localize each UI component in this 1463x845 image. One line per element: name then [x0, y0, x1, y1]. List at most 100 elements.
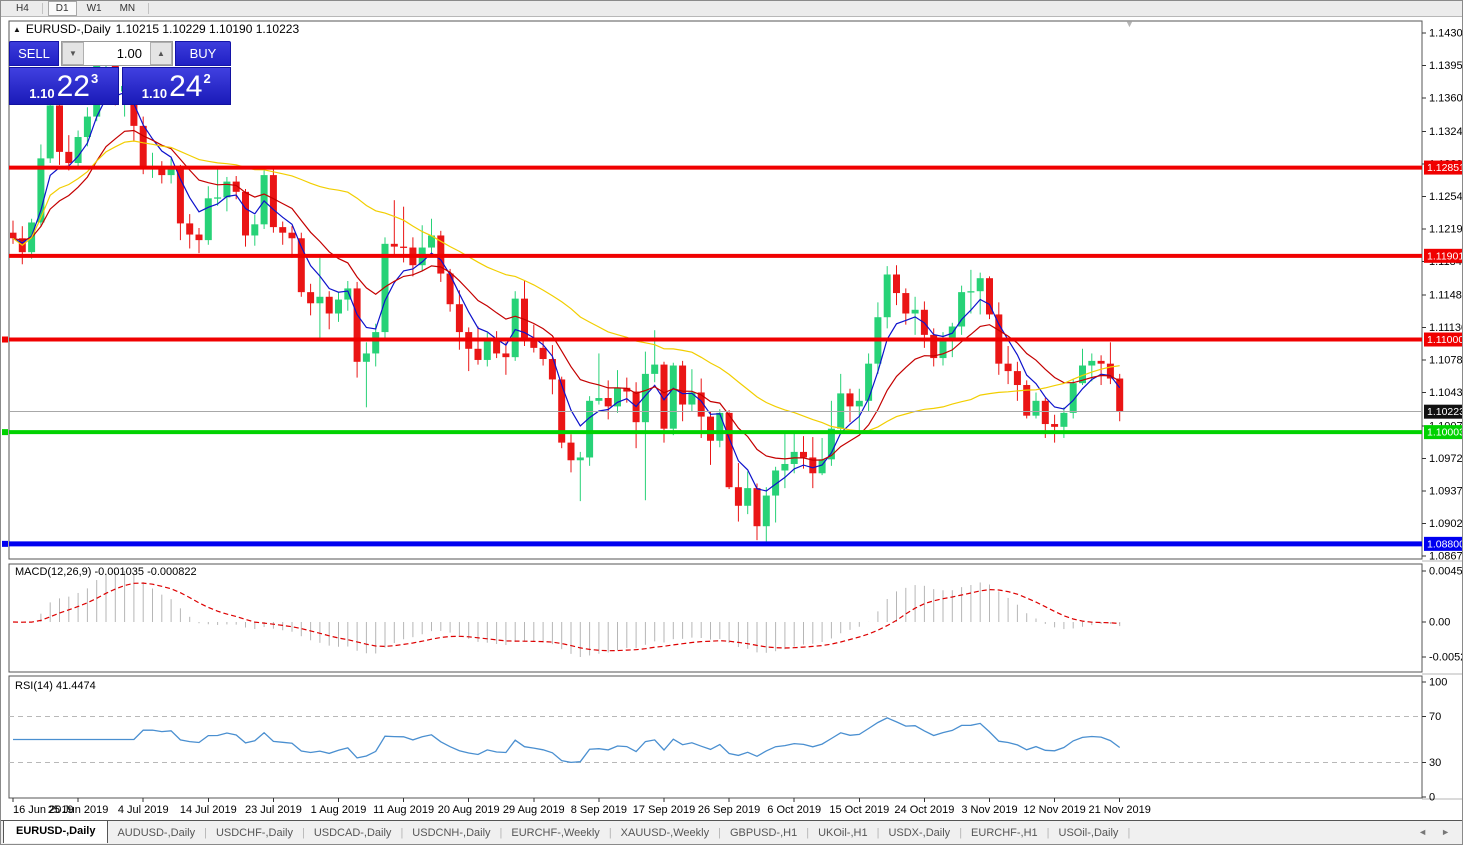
svg-text:12 Nov 2019: 12 Nov 2019	[1023, 804, 1085, 816]
ma-line-fast	[12, 91, 1121, 492]
svg-text:24 Oct 2019: 24 Oct 2019	[894, 804, 954, 816]
buy-price-big: 24	[169, 70, 203, 103]
sell-button[interactable]: SELL	[9, 41, 59, 66]
price-axis: 1.143001.139501.136001.132401.128901.125…	[1422, 27, 1463, 562]
hline-objects	[2, 165, 1422, 547]
svg-text:1.13950: 1.13950	[1429, 60, 1463, 72]
toolbar-separator	[41, 3, 43, 14]
svg-text:21 Nov 2019: 21 Nov 2019	[1089, 804, 1151, 816]
timeframe-button-w1[interactable]: W1	[86, 3, 102, 14]
macd-layer	[12, 571, 1121, 657]
volume-increase-icon[interactable]: ▲	[150, 42, 172, 65]
hline-anchor[interactable]	[2, 336, 8, 343]
tab-scroll-right-icon[interactable]: ►	[1441, 827, 1450, 837]
sell-quote[interactable]: 1.10 22 3	[9, 67, 119, 105]
sell-price-prefix: 1.10	[29, 86, 55, 101]
symbol-tab-audusd-daily[interactable]: AUDUSD-,Daily	[117, 826, 196, 839]
svg-text:1.14300: 1.14300	[1429, 27, 1463, 39]
ma-line-medium	[12, 129, 1120, 461]
symbol-tab-usdchf-daily[interactable]: USDCHF-,Daily	[215, 826, 293, 839]
sell-price-big: 22	[56, 70, 90, 103]
svg-text:3 Nov 2019: 3 Nov 2019	[961, 804, 1017, 816]
svg-text:6 Oct 2019: 6 Oct 2019	[767, 804, 821, 816]
pane-border	[8, 675, 1423, 799]
symbol-tab-gbpusd-h1[interactable]: GBPUSD-,H1	[729, 826, 798, 839]
svg-text:4 Jul 2019: 4 Jul 2019	[118, 804, 169, 816]
rsi-axis: 100 70 30 0	[1422, 677, 1447, 804]
svg-text:8 Sep 2019: 8 Sep 2019	[571, 804, 627, 816]
svg-text:15 Oct 2019: 15 Oct 2019	[829, 804, 889, 816]
timeframe-button-mn[interactable]: MN	[119, 3, 136, 14]
svg-text:70: 70	[1429, 711, 1441, 723]
tab-separator: |	[204, 826, 207, 839]
toolbar-separator	[148, 3, 150, 14]
volume-decrease-icon[interactable]: ▼	[62, 42, 84, 65]
svg-text:1.12540: 1.12540	[1429, 191, 1463, 203]
svg-text:23 Jul 2019: 23 Jul 2019	[245, 804, 302, 816]
tab-separator: |	[301, 826, 305, 839]
tab-separator: |	[806, 826, 810, 839]
svg-text:30: 30	[1429, 757, 1441, 769]
chart-shift-marker-icon[interactable]: ▼	[1125, 19, 1134, 29]
symbol-tab-eurchf-weekly[interactable]: EURCHF-,Weekly	[511, 826, 600, 839]
svg-text:14 Jul 2019: 14 Jul 2019	[180, 804, 237, 816]
symbol-tab-usoil-daily[interactable]: USOil-,Daily	[1058, 826, 1119, 839]
price-tag-1.11901: 1.11901	[1424, 248, 1462, 263]
svg-text:1 Aug 2019: 1 Aug 2019	[311, 804, 367, 816]
collapse-panel-icon[interactable]: ▲	[13, 24, 21, 34]
svg-text:1.12190: 1.12190	[1429, 223, 1463, 235]
symbol-tab-eurusd-daily[interactable]: EURUSD-,Daily	[3, 820, 109, 843]
symbol-tab-usdcnh-daily[interactable]: USDCNH-,Daily	[412, 826, 491, 839]
svg-text:1.11000: 1.11000	[1427, 334, 1463, 346]
svg-text:11 Aug 2019: 11 Aug 2019	[373, 804, 434, 816]
svg-text:1.13240: 1.13240	[1429, 126, 1463, 138]
svg-text:0: 0	[1429, 792, 1435, 804]
tab-separator: |	[1046, 826, 1050, 839]
chart-title: ▲ EURUSD-,Daily 1.10215 1.10229 1.10190 …	[13, 22, 299, 36]
svg-text:1.12851: 1.12851	[1427, 162, 1463, 174]
symbol-tab-xauusd-weekly[interactable]: XAUUSD-,Weekly	[620, 826, 710, 839]
svg-text:1.11130: 1.11130	[1429, 322, 1463, 334]
svg-text:25 Jun 2019: 25 Jun 2019	[48, 804, 109, 816]
tab-separator: |	[959, 826, 963, 839]
chart-ohlc-values: 1.10215 1.10229 1.10190 1.10223	[115, 22, 300, 36]
tab-scroll-left-icon[interactable]: ◄	[1418, 827, 1428, 837]
svg-text:1.08800: 1.08800	[1427, 538, 1463, 550]
svg-text:0.004536: 0.004536	[1429, 566, 1463, 578]
symbol-tab-usdx-daily[interactable]: USDX-,Daily	[888, 826, 951, 839]
svg-text:29 Aug 2019: 29 Aug 2019	[503, 804, 565, 816]
sell-price-sup: 3	[90, 71, 99, 86]
symbol-tab-eurchf-h1[interactable]: EURCHF-,H1	[971, 826, 1038, 839]
svg-text:20 Aug 2019: 20 Aug 2019	[438, 804, 500, 816]
volume-input[interactable]: 1.00	[116, 46, 142, 61]
buy-quote[interactable]: 1.10 24 2	[121, 67, 231, 105]
svg-text:16 Jun 2019: 16 Jun 2019	[13, 804, 74, 816]
tab-separator: |	[1127, 826, 1131, 839]
hline-anchor[interactable]	[2, 429, 8, 436]
price-tag-1.08800: 1.08800	[1424, 536, 1463, 551]
timeframe-button-d1[interactable]: D1	[47, 1, 77, 16]
price-tag-1.12851: 1.12851	[1424, 160, 1463, 175]
buy-price-sup: 2	[203, 71, 211, 86]
one-click-trading-panel: SELL ▼ 1.00 ▲ BUY 1.10 22 3 1.10 24 2	[9, 41, 231, 105]
svg-text:1.13600: 1.13600	[1429, 93, 1463, 105]
price-tag-1.10223: 1.10223	[1424, 404, 1462, 419]
svg-text:1.10430: 1.10430	[1429, 387, 1463, 399]
symbol-tab-usdcad-daily[interactable]: USDCAD-,Daily	[313, 826, 392, 839]
svg-text:-0.005205: -0.005205	[1429, 652, 1463, 664]
macd-axis: 0.004536 0.00 -0.005205	[1422, 566, 1463, 664]
timeframe-toolbar: H4 D1 W1 MN	[1, 1, 1462, 17]
svg-text:1.10780: 1.10780	[1429, 354, 1463, 366]
price-tag-1.10003: 1.10003	[1424, 425, 1463, 440]
svg-text:1.10003: 1.10003	[1427, 427, 1463, 439]
rsi-line	[13, 717, 1121, 764]
hline-anchor[interactable]	[2, 540, 8, 547]
buy-button[interactable]: BUY	[175, 41, 231, 66]
tab-separator: |	[876, 826, 880, 839]
timeframe-button-h4[interactable]: H4	[16, 3, 29, 14]
symbol-tab-ukoil-h1[interactable]: UKOil-,H1	[818, 826, 868, 839]
svg-text:0.00: 0.00	[1429, 617, 1450, 629]
symbol-tab-bar: EURUSD-,Daily AUDUSD-,Daily | USDCHF-,Daily…	[1, 820, 1462, 844]
volume-stepper: ▼ 1.00 ▲	[61, 41, 173, 66]
